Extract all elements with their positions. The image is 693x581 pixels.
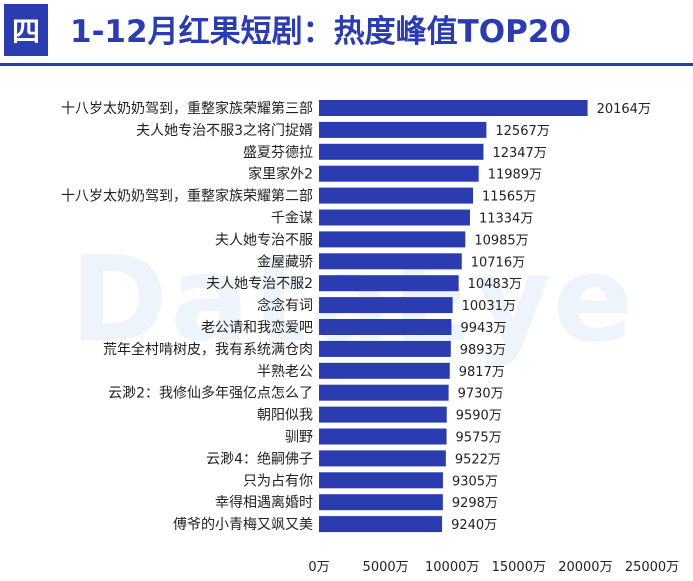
- category-label: 十八岁太奶奶驾到，重整家族荣耀第三部: [61, 100, 313, 117]
- x-tick-label: 15000万: [492, 560, 546, 575]
- value-label: 20164万: [597, 102, 651, 117]
- value-label: 9590万: [456, 409, 502, 424]
- bar: [319, 100, 588, 116]
- x-tick-label: 5000万: [363, 560, 409, 575]
- value-label: 9298万: [452, 496, 498, 511]
- value-label: 11989万: [488, 168, 542, 183]
- bar: [319, 472, 443, 489]
- value-label: 12567万: [495, 124, 549, 139]
- category-label: 朝阳似我: [257, 408, 313, 424]
- category-label: 夫人她专治不服: [215, 232, 313, 248]
- bar: [319, 428, 447, 445]
- value-label: 10031万: [462, 299, 516, 314]
- category-label: 老公请和我恋爱吧: [201, 319, 313, 336]
- value-label: 10985万: [474, 233, 528, 248]
- bar: [319, 209, 470, 226]
- bar: [319, 121, 487, 138]
- page-title: 1-12月红果短剧：热度峰值TOP20: [70, 14, 571, 50]
- header-bar: 四 1-12月红果短剧：热度峰值TOP20: [0, 0, 693, 66]
- bar: [319, 143, 484, 160]
- category-label: 半熟老公: [257, 364, 313, 380]
- x-tick-label: 20000万: [558, 560, 612, 575]
- category-label: 荒年全村啃树皮，我有系统满仓肉: [103, 341, 313, 358]
- value-label: 9522万: [455, 452, 501, 467]
- value-label: 9730万: [458, 387, 504, 402]
- value-label: 11565万: [482, 190, 536, 205]
- x-tick-label: 0万: [308, 560, 329, 575]
- value-label: 10716万: [471, 255, 525, 270]
- bar: [319, 275, 459, 292]
- x-tick-label: 25000万: [625, 560, 679, 575]
- category-label: 念念有词: [257, 297, 313, 314]
- category-label: 夫人她专治不服3之将门捉婿: [136, 123, 313, 139]
- bar: [319, 319, 452, 335]
- category-label: 夫人她专治不服2: [206, 276, 313, 292]
- category-label: 金屋藏骄: [257, 254, 313, 270]
- x-tick-label: 10000万: [425, 560, 479, 575]
- value-label: 9240万: [451, 518, 497, 533]
- value-label: 12347万: [492, 146, 546, 161]
- chart-container: 十八岁太奶奶驾到，重整家族荣耀第三部 20164万夫人她专治不服3之将门捉婿 125…: [0, 66, 693, 577]
- bar: [319, 494, 443, 511]
- value-label: 9893万: [460, 343, 506, 358]
- value-label: 9305万: [452, 474, 498, 489]
- category-label: 云渺4：绝嗣佛子: [206, 451, 313, 467]
- bar: [319, 362, 450, 379]
- bar: [319, 340, 451, 357]
- category-label: 只为占有你: [243, 473, 313, 489]
- section-badge: 四: [4, 4, 48, 56]
- category-label: 家里家外2: [248, 166, 313, 183]
- category-label: 千金谋: [271, 211, 313, 227]
- bar: [319, 450, 446, 467]
- category-label: 云渺2：我修仙多年强亿点怎么了: [108, 385, 313, 402]
- bar: [319, 406, 447, 423]
- bar: [319, 516, 443, 533]
- bar: [319, 297, 453, 314]
- value-label: 9943万: [460, 321, 506, 336]
- category-label: 十八岁太奶奶驾到，重整家族荣耀第二部: [61, 188, 313, 205]
- category-label: 驯野: [285, 430, 313, 446]
- category-label: 傅爷的小青梅又飒又美: [173, 517, 313, 533]
- value-label: 9817万: [459, 365, 505, 380]
- category-label: 盛夏芬德拉: [243, 145, 313, 161]
- bar: [319, 384, 449, 401]
- bar: [319, 165, 479, 182]
- bar: [319, 253, 462, 270]
- bar: [319, 231, 466, 248]
- value-label: 9575万: [456, 431, 502, 446]
- bar: [319, 187, 474, 204]
- value-label: 11334万: [479, 212, 533, 227]
- value-label: 10483万: [468, 277, 522, 292]
- category-label: 幸得相遇离婚时: [215, 494, 313, 511]
